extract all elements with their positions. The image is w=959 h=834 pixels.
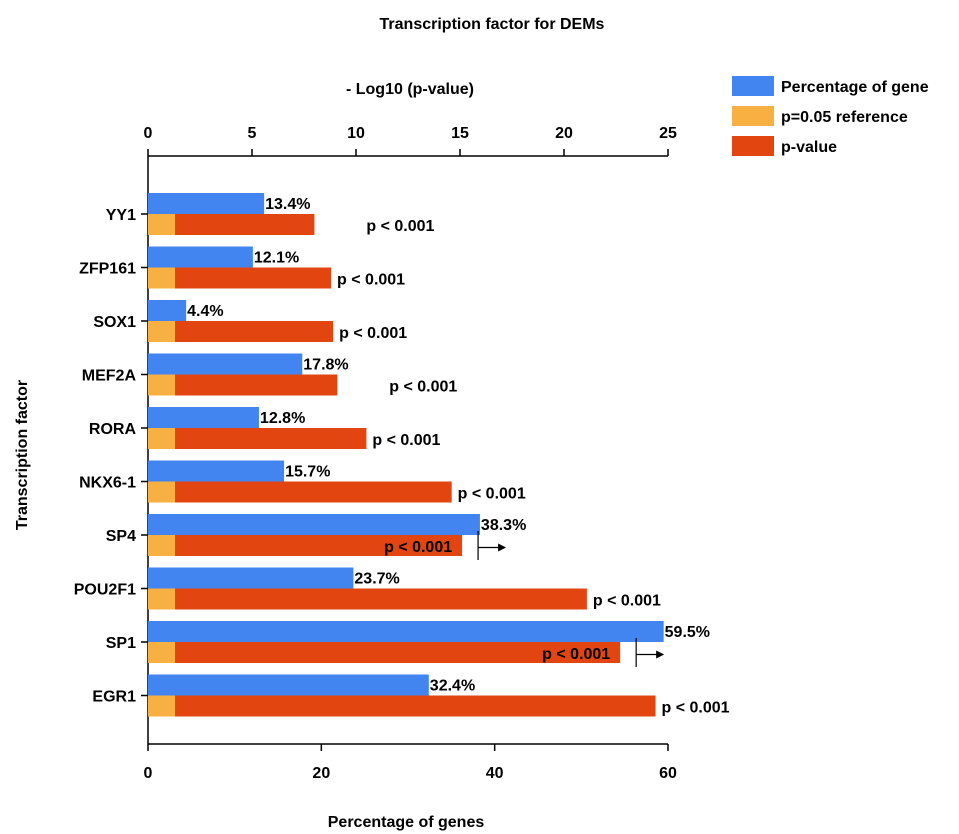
plot-area: 0 5 10 15 20 25 0 20 40 60 YY1 13.4% p < 0.001 ZFP161… — [74, 125, 730, 782]
category-label: SP1 — [106, 635, 136, 652]
percentage-bar — [148, 193, 265, 214]
reference-bar — [148, 588, 176, 610]
percentage-bar — [148, 674, 429, 696]
pvalue-bar — [148, 588, 587, 610]
bottom-tick-label: 20 — [312, 765, 330, 782]
pvalue-label: p < 0.001 — [366, 218, 434, 235]
legend-swatch — [732, 136, 774, 156]
top-tick-label: 15 — [451, 125, 469, 142]
reference-bar — [148, 214, 176, 235]
percentage-label: 4.4% — [187, 303, 223, 320]
top-tick-label: 25 — [659, 125, 677, 142]
pvalue-label: p < 0.001 — [593, 593, 661, 610]
reference-bar — [148, 267, 176, 289]
pvalue-bar — [148, 695, 656, 717]
category-label: RORA — [89, 421, 137, 438]
break-arrow-head — [498, 543, 507, 552]
legend-label: p-value — [781, 139, 837, 156]
pvalue-label: p < 0.001 — [389, 379, 457, 396]
top-axis-title: - Log10 (p-value) — [346, 81, 474, 98]
y-axis-title: Transcription factor — [14, 380, 31, 530]
percentage-label: 12.1% — [254, 250, 299, 267]
break-arrow-head — [656, 650, 665, 659]
pvalue-bar — [148, 214, 315, 235]
category-label: ZFP161 — [79, 261, 136, 278]
pvalue-bar — [148, 481, 452, 503]
chart-title: Transcription factor for DEMs — [380, 16, 605, 33]
bottom-tick-label: 40 — [486, 765, 504, 782]
reference-bar — [148, 374, 176, 396]
top-tick-label: 5 — [248, 125, 257, 142]
pvalue-label: p < 0.001 — [372, 432, 440, 449]
pvalue-bar — [148, 642, 621, 663]
top-tick-label: 20 — [555, 125, 573, 142]
percentage-bar — [148, 407, 259, 428]
percentage-label: 38.3% — [481, 517, 526, 534]
percentage-bar — [148, 246, 253, 268]
category-label: MEF2A — [82, 368, 137, 385]
pvalue-bar — [148, 428, 367, 449]
reference-bar — [148, 321, 176, 342]
bottom-axis-title: Percentage of genes — [328, 814, 485, 831]
percentage-bar — [148, 460, 285, 482]
category-label: POU2F1 — [74, 582, 136, 599]
category-label: YY1 — [106, 207, 136, 224]
percentage-label: 15.7% — [285, 464, 330, 481]
bottom-tick-label: 60 — [659, 765, 677, 782]
legend-label: p=0.05 reference — [781, 109, 908, 126]
percentage-label: 12.8% — [260, 410, 305, 427]
reference-bar — [148, 481, 176, 503]
reference-bar — [148, 535, 176, 556]
pvalue-label: p < 0.001 — [542, 646, 610, 663]
pvalue-label: p < 0.001 — [458, 486, 526, 503]
category-label: EGR1 — [92, 689, 136, 706]
pvalue-bar — [148, 321, 334, 342]
reference-bar — [148, 428, 176, 449]
percentage-label: 59.5% — [665, 624, 710, 641]
percentage-label: 32.4% — [430, 678, 475, 695]
percentage-label: 17.8% — [303, 357, 348, 374]
bottom-tick-label: 0 — [144, 765, 153, 782]
pvalue-label: p < 0.001 — [662, 700, 730, 717]
percentage-bar — [148, 567, 354, 589]
top-tick-label: 10 — [347, 125, 365, 142]
legend-label: Percentage of gene — [781, 79, 929, 96]
percentage-bar — [148, 353, 303, 375]
pvalue-label: p < 0.001 — [337, 272, 405, 289]
reference-bar — [148, 695, 176, 717]
percentage-label: 13.4% — [265, 196, 310, 213]
legend: Percentage of gene p=0.05 reference p-valu… — [732, 76, 929, 156]
pvalue-bar — [148, 374, 338, 396]
top-tick-label: 0 — [144, 125, 153, 142]
percentage-label: 23.7% — [354, 571, 399, 588]
pvalue-bar — [148, 267, 332, 289]
percentage-bar — [148, 621, 664, 642]
percentage-bar — [148, 514, 480, 535]
pvalue-label: p < 0.001 — [384, 539, 452, 556]
legend-swatch — [732, 106, 774, 126]
category-label: SP4 — [106, 528, 136, 545]
pvalue-label: p < 0.001 — [339, 325, 407, 342]
legend-swatch — [732, 76, 774, 96]
pvalue-bar — [148, 535, 463, 556]
category-label: SOX1 — [93, 314, 136, 331]
reference-bar — [148, 642, 176, 663]
category-label: NKX6-1 — [79, 475, 136, 492]
percentage-bar — [148, 300, 187, 321]
